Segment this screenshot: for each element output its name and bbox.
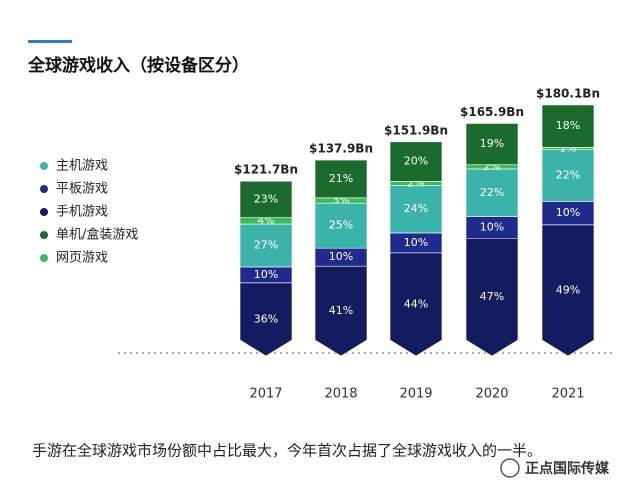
x-tick-label: 2020 — [475, 387, 508, 402]
segment-label: 44% — [404, 297, 428, 310]
x-tick-label: 2017 — [249, 387, 282, 402]
chart-title: 全球游戏收入（按设备区分） — [27, 55, 249, 76]
segment-label: 27% — [254, 239, 278, 252]
segment-label: 41% — [329, 304, 353, 317]
segment-label: 10% — [254, 268, 278, 281]
segment-label: 25% — [329, 219, 353, 232]
total-label: $121.7Bn — [234, 163, 298, 177]
legend-swatch — [40, 208, 48, 216]
legend-label: 网页游戏 — [56, 251, 108, 266]
segment-label: 49% — [556, 283, 580, 296]
legend-swatch — [40, 231, 48, 239]
segment-label: 24% — [404, 202, 428, 215]
bar-segment — [465, 123, 519, 165]
total-label: $165.9Bn — [460, 105, 524, 119]
watermark: 正点国际传媒 — [525, 460, 610, 477]
legend-label: 主机游戏 — [56, 159, 108, 174]
bar-segment — [239, 180, 293, 219]
segment-label: 20% — [404, 155, 428, 168]
segment-label: 10% — [404, 236, 428, 249]
segment-label: 22% — [480, 186, 504, 199]
x-tick-label: 2021 — [551, 387, 584, 402]
segment-label: 22% — [556, 168, 580, 181]
x-tick-label: 2019 — [399, 387, 432, 402]
legend-swatch — [40, 162, 48, 170]
segment-label: 18% — [556, 119, 580, 132]
x-tick-label: 2018 — [324, 387, 357, 402]
legend-label: 手机游戏 — [56, 205, 108, 220]
segment-label: 10% — [480, 220, 504, 233]
segment-label: 36% — [254, 312, 278, 325]
segment-label: 47% — [480, 290, 504, 303]
watermark-icon — [500, 458, 520, 478]
bar-segment — [314, 159, 368, 199]
bar-segment — [541, 104, 595, 148]
legend-label: 单机/盒装游戏 — [56, 227, 138, 243]
segment-label: 21% — [329, 172, 353, 185]
bar-segment — [389, 141, 443, 182]
segment-label: 10% — [329, 250, 353, 263]
legend-swatch — [40, 254, 48, 262]
segment-label: 23% — [254, 192, 278, 205]
caption: 手游在全球游戏市场份额中占比最大，今年首次占据了全球游戏收入的一半。 — [32, 442, 542, 460]
legend-label: 平板游戏 — [56, 182, 108, 197]
total-label: $151.9Bn — [384, 123, 448, 137]
segment-label: 19% — [480, 137, 504, 150]
legend-swatch — [40, 185, 48, 193]
segment-label: 10% — [556, 206, 580, 219]
total-label: $137.9Bn — [309, 142, 373, 156]
total-label: $180.1Bn — [536, 86, 600, 100]
title-accent — [28, 40, 72, 43]
